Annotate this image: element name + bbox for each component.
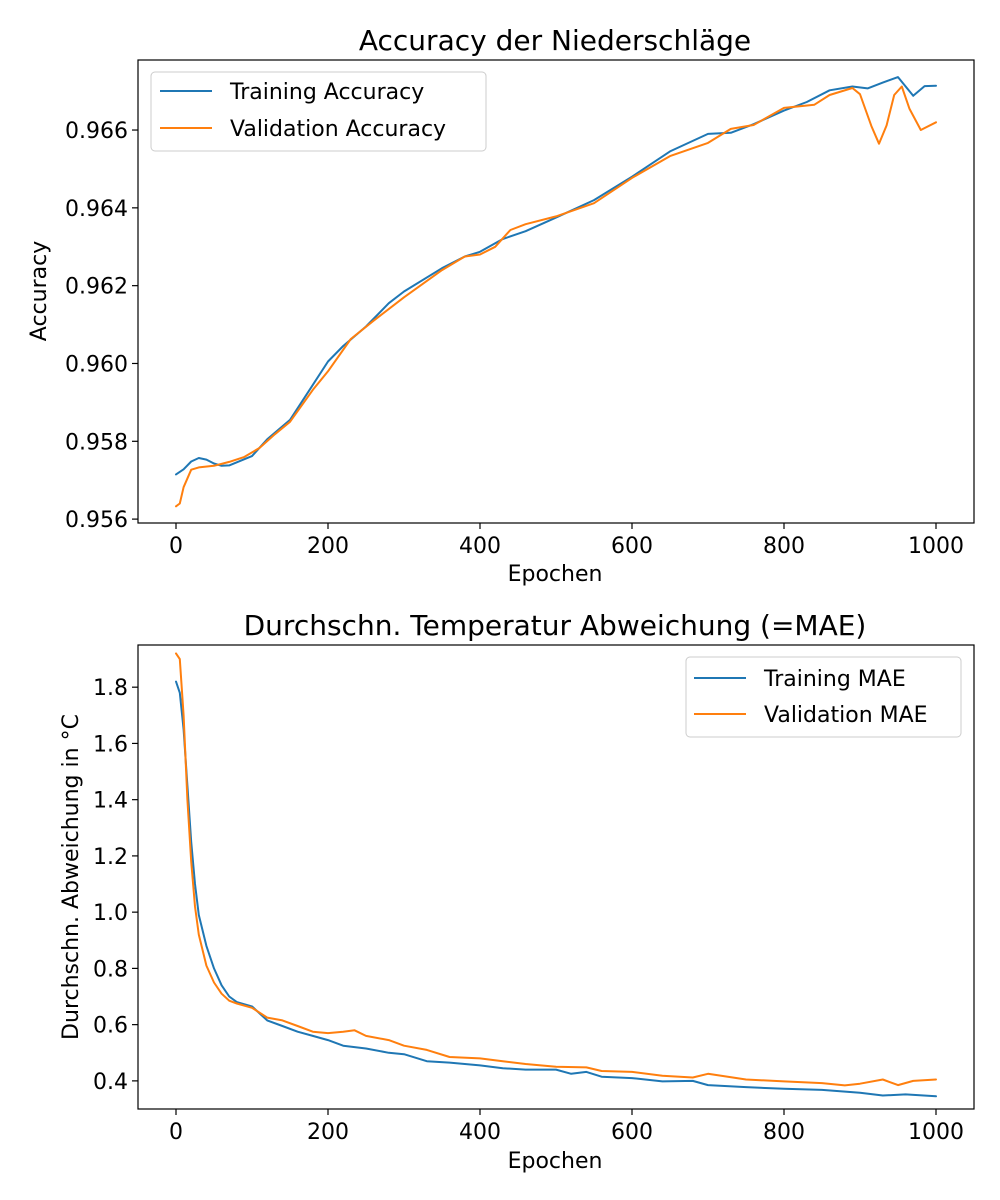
x-axis-label: Epochen	[508, 562, 603, 587]
x-tick-label: 0	[169, 1120, 183, 1145]
legend-box	[685, 656, 962, 738]
y-tick-label: 0.8	[93, 957, 128, 982]
legend-box	[150, 71, 487, 152]
x-tick-label: 0	[169, 534, 183, 559]
legend-label-training-mae: Training MAE	[763, 667, 906, 692]
legend: Training MAE Validation MAE	[685, 656, 962, 738]
legend-label-validation-mae: Validation MAE	[764, 703, 928, 728]
x-tick-label: 800	[763, 1120, 805, 1145]
x-tick-label: 200	[307, 534, 349, 559]
series-line-training-mae	[175, 680, 937, 1098]
y-tick-label: 0.966	[65, 119, 128, 144]
y-axis-label: Accuracy	[27, 241, 52, 341]
x-tick-label: 1000	[908, 1120, 964, 1145]
y-tick-label: 0.962	[65, 275, 128, 300]
x-tick-label: 1000	[908, 534, 964, 559]
y-tick-label: 1.4	[93, 789, 128, 814]
series-line-validation-accuracy	[175, 85, 937, 508]
x-tick-label: 400	[459, 534, 501, 559]
y-tick-label: 0.956	[65, 508, 128, 533]
x-tick-label: 400	[459, 1120, 501, 1145]
y-tick-label: 1.6	[93, 732, 128, 757]
y-tick-label: 0.958	[65, 430, 128, 455]
y-tick-label: 1.8	[93, 676, 128, 701]
y-axis-label: Durchschn. Abweichung in °C	[59, 714, 84, 1040]
legend: Training Accuracy Validation Accuracy	[150, 71, 487, 152]
x-tick-label: 200	[307, 1120, 349, 1145]
x-axis-label: Epochen	[508, 1149, 603, 1174]
y-tick-label: 0.4	[93, 1070, 128, 1095]
y-tick-label: 0.6	[93, 1014, 128, 1039]
x-tick-label: 600	[611, 1120, 653, 1145]
series-line-training-accuracy	[175, 76, 937, 476]
chart-title: Accuracy der Niederschläge	[359, 24, 751, 57]
legend-label-validation-accuracy: Validation Accuracy	[230, 117, 446, 142]
x-tick-label: 800	[763, 534, 805, 559]
y-tick-label: 1.0	[93, 901, 128, 926]
legend-label-training-accuracy: Training Accuracy	[229, 80, 424, 105]
y-tick-label: 0.964	[65, 197, 128, 222]
series-line-validation-mae	[175, 652, 937, 1087]
x-tick-label: 600	[611, 534, 653, 559]
y-tick-label: 1.2	[93, 845, 128, 870]
mae-chart: Durchschn. Temperatur Abweichung (=MAE) …	[59, 609, 975, 1174]
accuracy-chart: Accuracy der Niederschläge 0 200 400 600 800…	[27, 24, 975, 587]
y-tick-label: 0.960	[65, 352, 128, 377]
chart-title: Durchschn. Temperatur Abweichung (=MAE)	[244, 609, 867, 642]
